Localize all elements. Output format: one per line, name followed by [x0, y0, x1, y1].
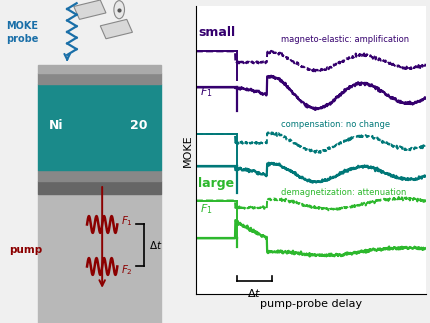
Text: large: large: [198, 177, 234, 190]
Polygon shape: [74, 0, 106, 19]
Text: pump: pump: [9, 245, 43, 255]
Text: $\Delta t$: $\Delta t$: [247, 287, 261, 299]
Text: $F_1$: $F_1$: [200, 86, 213, 99]
Bar: [38, 73, 161, 84]
Text: small: small: [198, 26, 235, 39]
Text: $F_1$: $F_1$: [121, 214, 133, 228]
X-axis label: pump-probe delay: pump-probe delay: [260, 299, 362, 309]
Text: $\Delta t$: $\Delta t$: [150, 239, 163, 252]
Circle shape: [114, 1, 125, 19]
Text: MOKE
probe: MOKE probe: [6, 21, 38, 44]
Text: Ni: Ni: [49, 120, 64, 132]
Text: 20: 20: [130, 120, 147, 132]
Text: compensation: no change: compensation: no change: [281, 120, 390, 129]
Text: demagnetization: attenuation: demagnetization: attenuation: [281, 188, 406, 197]
Bar: [38, 84, 161, 170]
Text: $F_1$: $F_1$: [200, 202, 213, 216]
Text: magneto-elastic: amplification: magneto-elastic: amplification: [281, 35, 409, 44]
Polygon shape: [100, 19, 132, 39]
Bar: [38, 170, 161, 181]
Y-axis label: MOKE: MOKE: [183, 134, 193, 167]
Bar: [38, 65, 161, 73]
Bar: [38, 194, 161, 323]
Text: $F_2$: $F_2$: [121, 263, 133, 276]
Bar: [38, 181, 161, 194]
